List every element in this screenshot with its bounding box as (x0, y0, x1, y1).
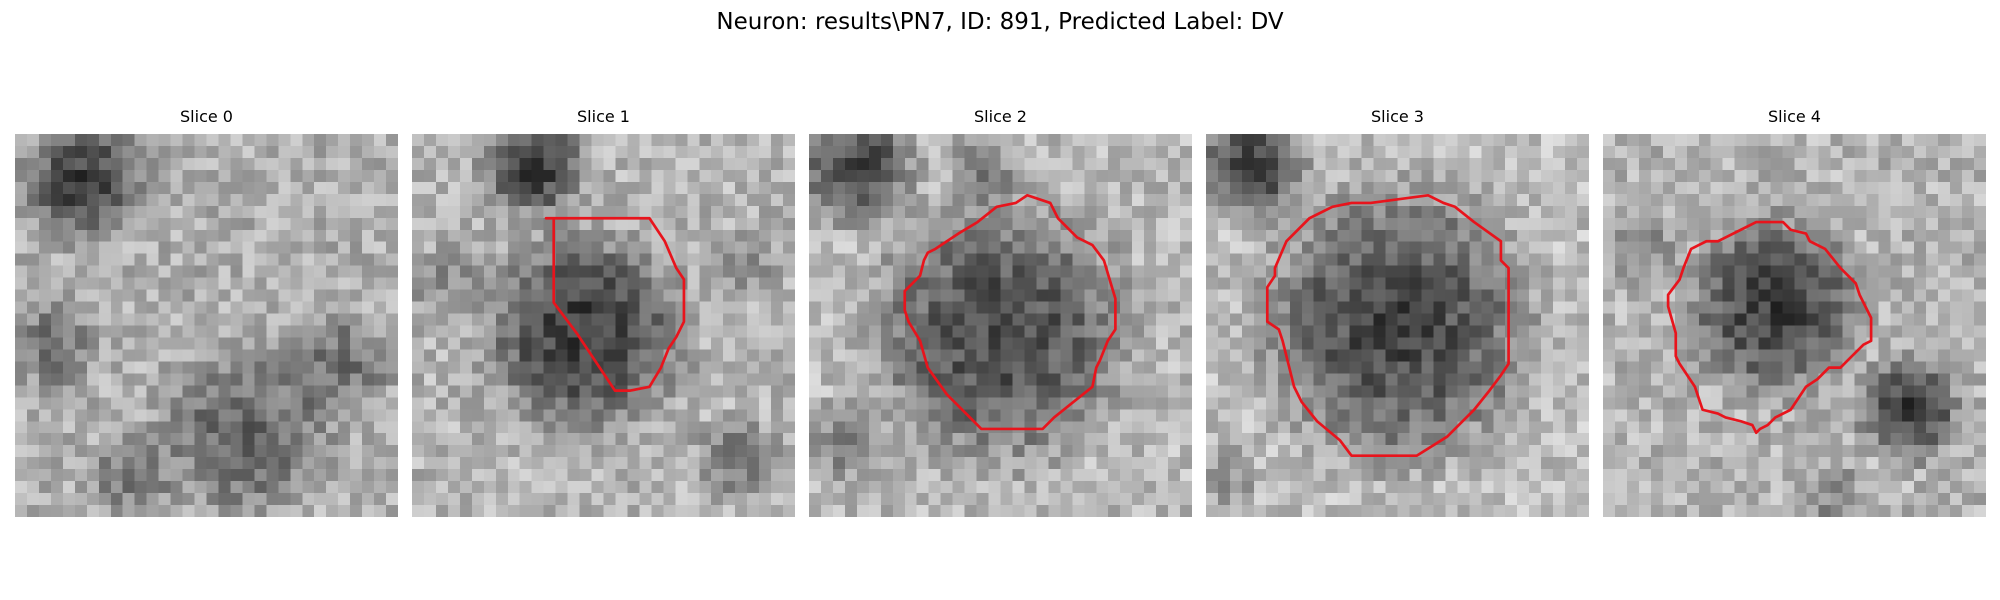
slice-title-3: Slice 3 (1371, 107, 1424, 126)
slice-image-3 (1206, 134, 1589, 517)
slice-image-1 (412, 134, 795, 517)
slice-image-4 (1603, 134, 1986, 517)
slice-title-2: Slice 2 (974, 107, 1027, 126)
contour-outline-4 (1666, 220, 1873, 435)
contour-outline-2 (903, 193, 1117, 431)
slice-title-1: Slice 1 (577, 107, 630, 126)
figure-title: Neuron: results\PN7, ID: 891, Predicted … (716, 9, 1284, 35)
contour-outline-1 (544, 216, 686, 392)
slice-title-0: Slice 0 (180, 107, 233, 126)
slice-title-4: Slice 4 (1768, 107, 1821, 126)
slice-image-0 (15, 134, 398, 517)
contour-outline-3 (1265, 193, 1510, 458)
slice-image-2 (809, 134, 1192, 517)
